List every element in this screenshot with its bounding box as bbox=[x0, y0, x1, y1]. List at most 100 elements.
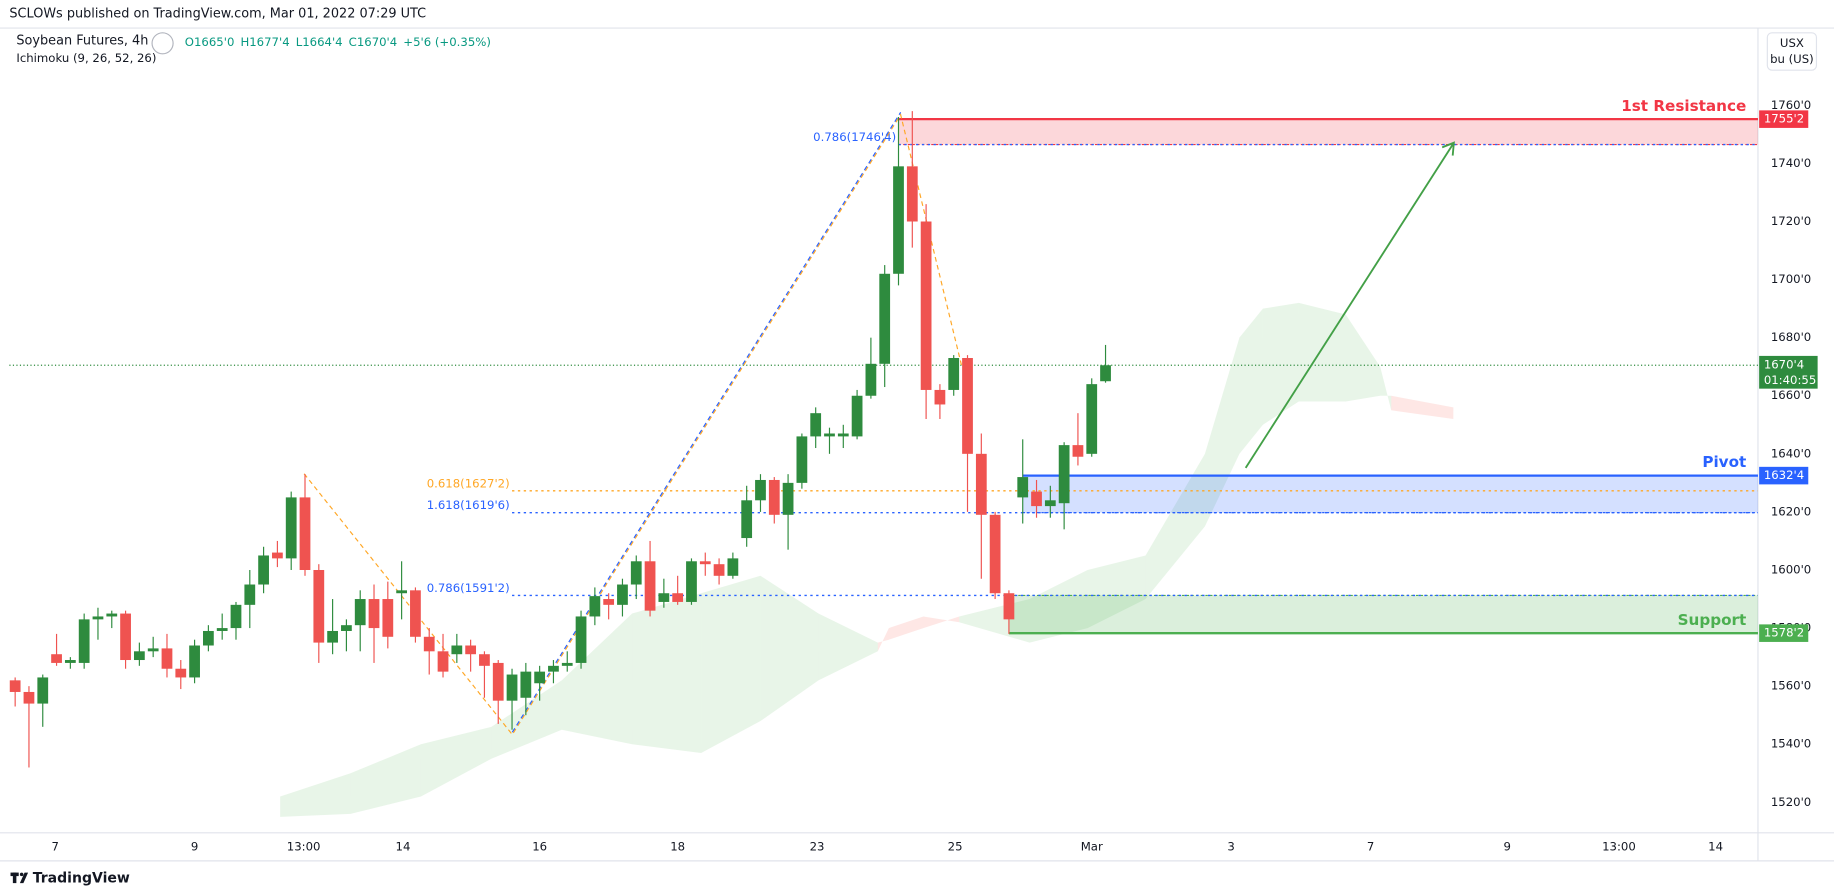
candle-body bbox=[216, 628, 228, 631]
candle-body bbox=[437, 651, 449, 672]
legend-low: L1664'4 bbox=[296, 35, 343, 49]
candle-body bbox=[1044, 500, 1056, 507]
candle-body bbox=[465, 645, 477, 655]
x-tick-label: 14 bbox=[396, 839, 411, 853]
candle-body bbox=[548, 665, 559, 672]
candle-body bbox=[64, 660, 76, 663]
footer-brand: TradingView bbox=[33, 870, 130, 886]
zone-fill bbox=[1022, 475, 1758, 513]
candle-body bbox=[561, 662, 573, 666]
x-tick-label: 9 bbox=[191, 839, 198, 853]
y-tick-label: 1540'0 bbox=[1771, 737, 1811, 751]
candle-body bbox=[1100, 365, 1111, 382]
candle-body bbox=[299, 497, 311, 570]
fib-label: 0.786(1591'2) bbox=[427, 581, 510, 595]
candle-body bbox=[534, 671, 546, 684]
candle-body bbox=[906, 166, 918, 222]
y-tick-label: 1720'0 bbox=[1771, 214, 1811, 228]
candle-body bbox=[589, 596, 601, 617]
publish-header: SCLOWs published on TradingView.com, Mar… bbox=[9, 7, 426, 22]
x-tick-label: 7 bbox=[51, 839, 58, 853]
arrow-head bbox=[1441, 141, 1455, 156]
currency-box[interactable] bbox=[1766, 32, 1818, 71]
candle-body bbox=[575, 616, 587, 663]
candle-body bbox=[9, 680, 21, 692]
candle-body bbox=[1086, 384, 1098, 454]
footer-logo bbox=[10, 872, 29, 884]
zone-price-label: 1578'2 bbox=[1764, 626, 1804, 640]
candle-body bbox=[699, 561, 711, 565]
y-tick-label: 1620'0 bbox=[1771, 504, 1811, 518]
candle-body bbox=[368, 599, 380, 629]
candles bbox=[9, 111, 1111, 768]
candle-body bbox=[506, 674, 518, 701]
cloud-segment bbox=[1262, 302, 1299, 425]
candle-body bbox=[161, 648, 173, 669]
candle-body bbox=[658, 593, 670, 602]
y-tick-label: 1760'0 bbox=[1771, 98, 1811, 112]
cloud-segment bbox=[1298, 302, 1346, 402]
currency-unit: USX bbox=[1780, 36, 1804, 50]
candle-body bbox=[920, 221, 932, 390]
candle-body bbox=[423, 636, 435, 652]
candle-body bbox=[133, 651, 145, 661]
candle-body bbox=[354, 599, 366, 626]
candle-body bbox=[230, 604, 242, 629]
candle-body bbox=[451, 645, 463, 655]
zone-fill bbox=[898, 119, 1758, 145]
candle-body bbox=[824, 433, 835, 437]
indicator-label: Ichimoku (9, 26, 52, 26) bbox=[16, 51, 156, 65]
candle-body bbox=[258, 555, 269, 585]
candle-body bbox=[630, 561, 642, 585]
candle-body bbox=[106, 613, 118, 617]
legend-close: C1670'4 bbox=[349, 35, 398, 49]
candle-body bbox=[727, 558, 739, 576]
candle-body bbox=[975, 453, 987, 515]
candle-body bbox=[713, 564, 725, 576]
candle-body bbox=[1017, 477, 1029, 498]
cloud-segment bbox=[1391, 395, 1454, 419]
candle-body bbox=[520, 671, 532, 698]
candle-body bbox=[37, 677, 49, 704]
logo-part bbox=[19, 872, 24, 877]
x-tick-label: 14 bbox=[1708, 839, 1723, 853]
cloud-segment bbox=[701, 575, 761, 753]
zone-price-box bbox=[1759, 110, 1809, 128]
candle-body bbox=[948, 357, 960, 390]
chart-title: Soybean Futures, 4h bbox=[16, 33, 148, 48]
zone-price-label: 1632'4 bbox=[1764, 468, 1804, 482]
x-tick-label: 13:00 bbox=[287, 839, 321, 853]
candle-body bbox=[865, 363, 877, 396]
candle-body bbox=[78, 619, 90, 663]
candle-body bbox=[686, 561, 697, 602]
candle-body bbox=[741, 500, 753, 539]
legend-high: H1677'4 bbox=[240, 35, 289, 49]
candle-body bbox=[1031, 491, 1042, 507]
fib-label: 1.618(1619'6) bbox=[427, 498, 510, 512]
zone-fill bbox=[1008, 595, 1758, 634]
x-tick-label: 25 bbox=[948, 839, 963, 853]
candle-body bbox=[879, 273, 891, 364]
fib-label: 0.786(1746'4) bbox=[813, 130, 896, 144]
candle-body bbox=[644, 561, 656, 611]
candle-body bbox=[23, 691, 35, 704]
cloud-segment bbox=[923, 616, 960, 629]
x-tick-label: 18 bbox=[670, 839, 685, 853]
candle-body bbox=[1058, 445, 1070, 504]
candle-body bbox=[810, 413, 822, 437]
cloud-segment bbox=[877, 628, 889, 652]
cloud-segment bbox=[1087, 555, 1146, 629]
candle-body bbox=[327, 630, 338, 643]
candle-body bbox=[837, 433, 849, 437]
cloud-segment bbox=[1380, 366, 1392, 411]
ichimoku-cloud bbox=[280, 302, 1454, 817]
cloud-segment bbox=[561, 613, 633, 745]
cloud-segment bbox=[632, 593, 702, 753]
candle-body bbox=[189, 645, 200, 678]
candle-body bbox=[203, 630, 214, 646]
candle-body bbox=[1003, 593, 1015, 620]
x-tick-label: 3 bbox=[1227, 839, 1234, 853]
candle-body bbox=[672, 593, 684, 602]
cloud-segment bbox=[491, 680, 562, 759]
legend-open: O1665'0 bbox=[185, 35, 235, 49]
